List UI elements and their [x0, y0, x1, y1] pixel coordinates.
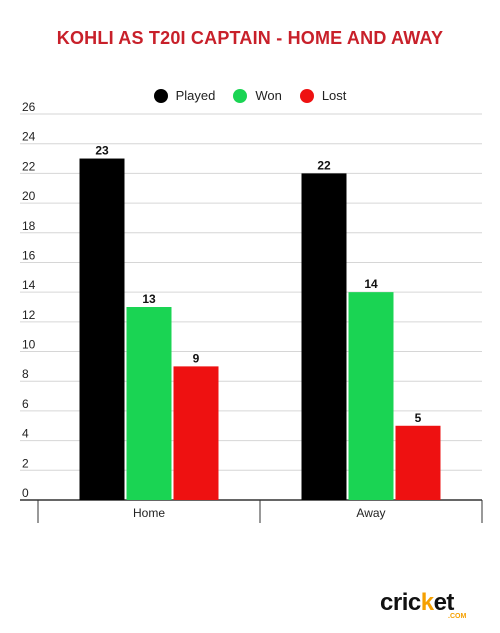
y-tick-label: 20	[22, 189, 36, 203]
y-tick-label: 26	[22, 100, 36, 114]
logo-subtext: .COM	[448, 613, 467, 620]
legend-swatch-lost	[299, 88, 314, 103]
logo-text-suffix: et	[433, 589, 455, 616]
data-label: 13	[142, 292, 156, 306]
legend-label-won: Won	[255, 88, 282, 103]
data-label: 14	[364, 277, 378, 291]
legend-item-lost: Lost	[299, 88, 347, 103]
legend-swatch-played	[153, 88, 168, 103]
x-tick-label: Home	[133, 506, 165, 520]
legend-item-won: Won	[233, 88, 282, 103]
y-tick-label: 10	[22, 338, 36, 352]
data-label: 5	[415, 411, 422, 425]
x-tick-label: Away	[356, 506, 385, 520]
y-tick-label: 18	[22, 219, 36, 233]
legend: Played Won Lost	[0, 88, 500, 103]
data-label: 23	[95, 144, 109, 158]
bar-won-home	[126, 307, 172, 500]
bar-played-home	[79, 158, 125, 501]
y-tick-label: 22	[22, 159, 36, 173]
y-tick-label: 14	[22, 278, 36, 292]
y-tick-label: 24	[22, 130, 36, 144]
y-tick-label: 8	[22, 367, 29, 381]
bar-played-away	[301, 173, 347, 500]
legend-swatch-won	[233, 88, 248, 103]
y-tick-label: 2	[22, 456, 29, 470]
y-tick-label: 16	[22, 248, 36, 262]
legend-item-played: Played	[153, 88, 216, 103]
y-tick-label: 4	[22, 427, 29, 441]
bar-lost-home	[173, 366, 219, 500]
y-tick-label: 6	[22, 397, 29, 411]
legend-label-played: Played	[175, 88, 216, 103]
cricket-com-logo: cricket	[380, 589, 454, 617]
y-tick-label: 12	[22, 308, 36, 322]
logo-text-accent: k	[420, 589, 434, 616]
logo-text-prefix: cric	[380, 589, 421, 616]
legend-label-lost: Lost	[321, 88, 347, 103]
data-label: 9	[193, 351, 200, 365]
chart-title: KOHLI AS T20I CAPTAIN - HOME AND AWAY	[56, 28, 444, 48]
y-tick-label: 0	[22, 486, 29, 500]
bar-lost-away	[395, 425, 441, 500]
data-label: 22	[317, 158, 331, 172]
bar-won-away	[348, 292, 394, 500]
